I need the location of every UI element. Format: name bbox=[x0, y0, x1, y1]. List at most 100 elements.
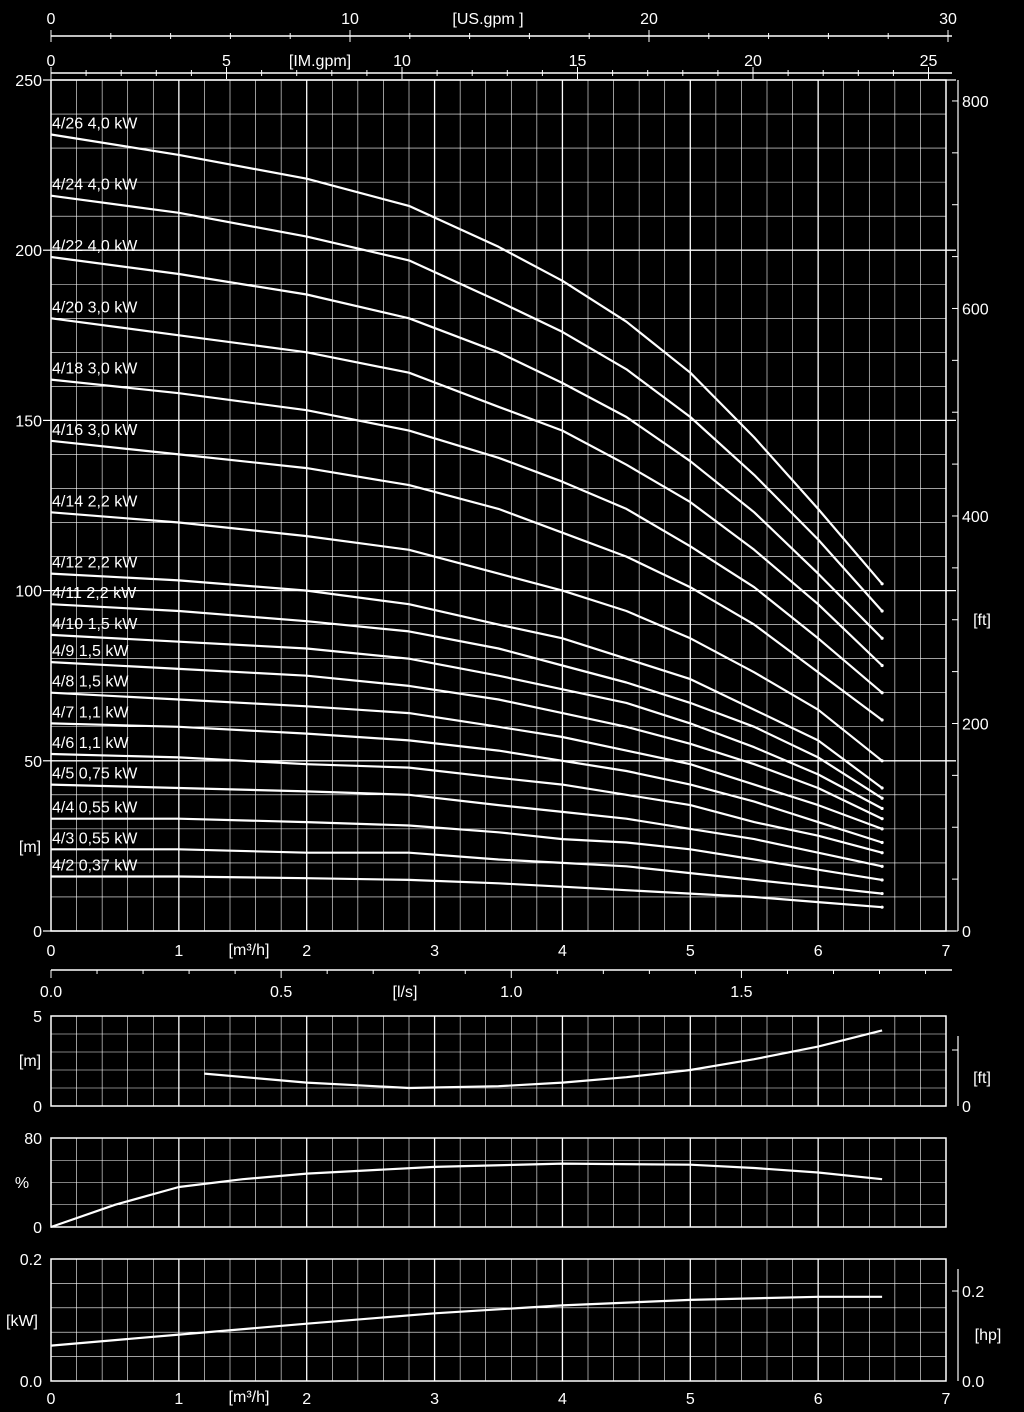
curve-label: 4/22 4,0 kW bbox=[52, 238, 138, 255]
npsh-y-tick-label: 5 bbox=[33, 1009, 42, 1026]
curve-end-marker bbox=[880, 864, 884, 868]
hp-tick-label: 0.2 bbox=[962, 1284, 984, 1301]
power-x-tick-label: 5 bbox=[686, 1391, 695, 1408]
curve-end-marker bbox=[880, 851, 884, 855]
curve-end-marker bbox=[880, 840, 884, 845]
us-gpm-tick-label: 0 bbox=[47, 11, 56, 28]
ls-axis-label: [l/s] bbox=[393, 984, 418, 1001]
npsh-ft-tick-label: 0 bbox=[962, 1099, 971, 1116]
curve-end-marker bbox=[880, 718, 884, 722]
power-curve bbox=[50, 1295, 883, 1347]
curve-label: 4/5 0,75 kW bbox=[52, 766, 138, 783]
head-x-tick-label: 2 bbox=[302, 943, 311, 960]
ls-tick-label: 1.5 bbox=[730, 984, 752, 1001]
power-x-tick-label: 2 bbox=[302, 1391, 311, 1408]
curve-end-marker bbox=[880, 796, 884, 800]
efficiency-y-tick-label: 0 bbox=[33, 1220, 42, 1237]
head-curve bbox=[50, 722, 883, 844]
curve-label: 4/14 2,2 kW bbox=[52, 493, 138, 510]
curve-label: 4/24 4,0 kW bbox=[52, 177, 138, 194]
power-x-tick-label: 7 bbox=[942, 1391, 951, 1408]
head-y-tick-label: 0 bbox=[33, 924, 42, 941]
us-gpm-tick-label: 20 bbox=[640, 11, 658, 28]
curve-end-marker bbox=[880, 827, 884, 831]
curve-end-marker bbox=[880, 636, 884, 640]
head-curve bbox=[50, 439, 883, 721]
ft-tick-label: 800 bbox=[962, 94, 989, 111]
curve-label: 4/2 0,37 kW bbox=[52, 858, 138, 875]
head-curve bbox=[51, 848, 883, 895]
head-y-tick-label: 100 bbox=[15, 584, 42, 601]
curve-label: 4/9 1,5 kW bbox=[52, 643, 129, 660]
head-y-tick-label: 200 bbox=[15, 243, 42, 260]
ls-tick-label: 0.5 bbox=[270, 984, 292, 1001]
efficiency-curve bbox=[50, 1162, 883, 1229]
curve-end-marker bbox=[880, 691, 884, 695]
npsh-y-tick-label: 0 bbox=[33, 1099, 42, 1116]
power-x-tick-label: 3 bbox=[430, 1391, 439, 1408]
power-y-tick-label: 0.0 bbox=[20, 1374, 42, 1391]
head-curve bbox=[50, 255, 883, 640]
head-curve bbox=[50, 783, 883, 868]
ft-tick-label: 0 bbox=[962, 924, 971, 941]
head-x-tick-label: 7 bbox=[942, 943, 951, 960]
curve-end-marker bbox=[880, 786, 884, 790]
ls-tick-label: 1.0 bbox=[500, 984, 522, 1001]
curve-label: 4/18 3,0 kW bbox=[52, 361, 138, 378]
us-gpm-tick-label: 30 bbox=[939, 11, 957, 28]
hp-tick-label: 0.0 bbox=[962, 1374, 984, 1391]
im-gpm-tick-label: 10 bbox=[393, 53, 411, 70]
head-y-tick-label: 250 bbox=[15, 73, 42, 90]
npsh-ft-axis-label: [ft] bbox=[973, 1070, 991, 1087]
curve-label: 4/16 3,0 kW bbox=[52, 422, 138, 439]
curve-label: 4/12 2,2 kW bbox=[52, 555, 138, 572]
npsh-plot-frame bbox=[50, 1015, 947, 1107]
head-curve bbox=[50, 633, 883, 810]
curve-label: 4/8 1,5 kW bbox=[52, 674, 129, 691]
head-curve bbox=[50, 603, 883, 800]
head-curve bbox=[50, 317, 883, 667]
curve-label: 4/20 3,0 kW bbox=[52, 299, 138, 316]
power-y-axis-label: [kW] bbox=[6, 1313, 38, 1330]
ft-tick-label: 200 bbox=[962, 716, 989, 733]
head-curve bbox=[50, 752, 883, 854]
im-gpm-tick-label: 15 bbox=[569, 53, 587, 70]
head-curve bbox=[51, 817, 883, 881]
curve-label: 4/7 1,1 kW bbox=[52, 704, 129, 721]
power-x-tick-label: 0 bbox=[47, 1391, 56, 1408]
curve-end-marker bbox=[880, 663, 884, 668]
npsh-curve bbox=[204, 1029, 883, 1090]
curve-end-marker bbox=[880, 905, 884, 909]
head-y-axis-label: [m] bbox=[19, 839, 41, 856]
ft-tick-label: 600 bbox=[962, 301, 989, 318]
us-gpm-tick-label: 10 bbox=[341, 11, 359, 28]
power-x-tick-label: 6 bbox=[814, 1391, 823, 1408]
head-curve bbox=[50, 661, 883, 820]
head-curve bbox=[50, 691, 883, 830]
head-y-tick-label: 150 bbox=[15, 413, 42, 430]
hp-axis-label: [hp] bbox=[975, 1327, 1002, 1344]
head-curve bbox=[50, 572, 883, 789]
efficiency-y-tick-label: 80 bbox=[24, 1131, 42, 1148]
ft-axis-label: [ft] bbox=[973, 612, 991, 629]
power-x-tick-label: 4 bbox=[558, 1391, 567, 1408]
ls-tick-label: 0.0 bbox=[40, 984, 62, 1001]
head-curve bbox=[51, 875, 883, 909]
head-x-tick-label: 6 bbox=[814, 943, 823, 960]
im-gpm-tick-label: 5 bbox=[222, 53, 231, 70]
curve-label: 4/11 2,2 kW bbox=[52, 585, 137, 602]
curve-end-marker bbox=[880, 759, 884, 763]
curve-end-marker bbox=[880, 817, 884, 821]
head-curve bbox=[50, 133, 883, 585]
im-gpm-tick-label: 0 bbox=[47, 53, 56, 70]
curve-end-marker bbox=[880, 891, 884, 896]
curve-end-marker bbox=[880, 582, 884, 586]
flow-axis-label: [m³/h] bbox=[229, 942, 270, 959]
us-gpm-axis-label: [US.gpm ] bbox=[452, 11, 523, 28]
curve-end-marker bbox=[880, 878, 884, 882]
im-gpm-axis-label: [IM.gpm] bbox=[289, 53, 351, 70]
im-gpm-tick-label: 20 bbox=[744, 53, 762, 70]
head-x-tick-label: 0 bbox=[47, 943, 56, 960]
power-flow-axis-label: [m³/h] bbox=[229, 1389, 270, 1406]
